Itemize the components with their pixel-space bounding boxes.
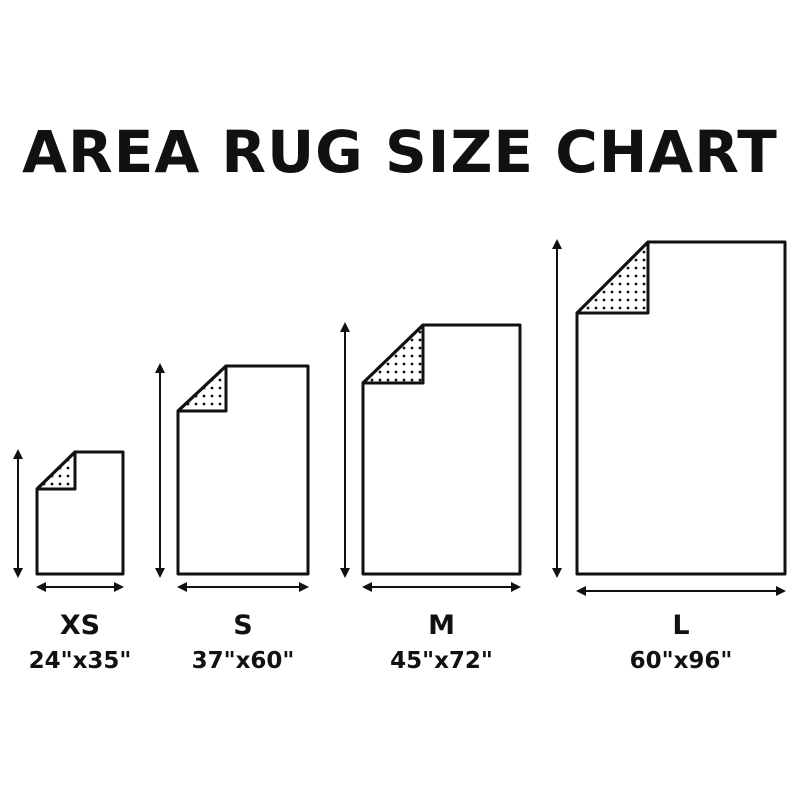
rug-outline — [35, 450, 125, 576]
size-label: S — [233, 610, 253, 641]
rug-folded-corner — [35, 450, 77, 491]
size-label: L — [672, 610, 690, 641]
rug-folded-corner — [575, 240, 650, 315]
dimensions-label: 60"x96" — [629, 648, 733, 674]
rug-folded-corner — [361, 323, 425, 385]
chart-title: AREA RUG SIZE CHART — [22, 118, 778, 186]
dimensions-label: 37"x60" — [191, 648, 295, 674]
rug-folded-corner — [176, 364, 228, 413]
size-label: XS — [59, 610, 101, 641]
dimensions-label: 24"x35" — [28, 648, 132, 674]
dimensions-label: 45"x72" — [390, 648, 493, 674]
size-label: M — [428, 610, 455, 641]
